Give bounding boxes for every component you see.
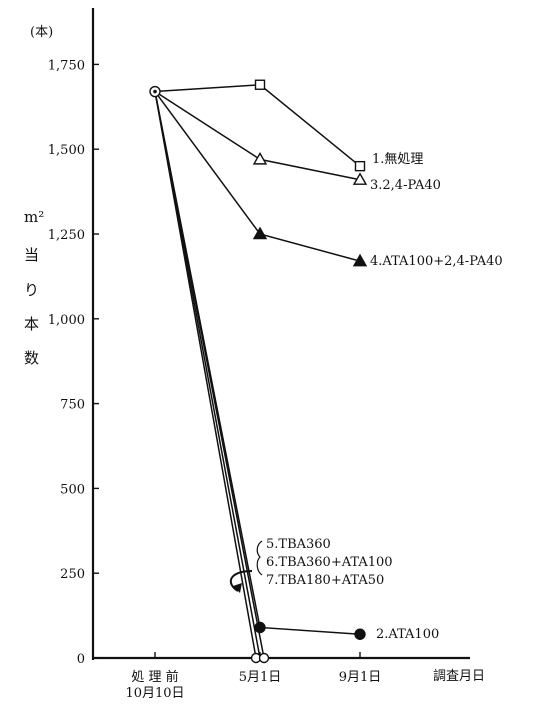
y-axis-label-char: m² bbox=[24, 208, 44, 226]
callout-arrow bbox=[229, 570, 253, 592]
y-axis-label-char: 本 bbox=[24, 315, 39, 333]
series-label-6-tba360-ata100: 6.TBA360+ATA100 bbox=[266, 555, 393, 570]
series-line-3-2-4-pa40 bbox=[154, 90, 361, 181]
data-point-4-ata100-2-4-pa40 bbox=[352, 253, 368, 267]
series-label-3-2-4-pa40: 3.2,4-PA40 bbox=[370, 178, 441, 193]
y-unit-label: (本) bbox=[30, 25, 53, 40]
y-tick-label: 250 bbox=[60, 567, 85, 582]
x-tick-label: 9月1日 bbox=[339, 670, 382, 685]
y-tick-label: 1,750 bbox=[48, 58, 85, 73]
group-bracket bbox=[256, 540, 263, 576]
y-tick-label: 0 bbox=[77, 652, 85, 667]
x-tick-label-line2: 10月10日 bbox=[125, 686, 184, 701]
data-point-1 bbox=[354, 160, 366, 172]
callout-arrowhead bbox=[233, 583, 242, 593]
series-label-1: 1.無処理 bbox=[372, 152, 423, 167]
y-tick-label: 500 bbox=[60, 482, 85, 497]
series-label-5-tba360: 5.TBA360 bbox=[266, 537, 331, 552]
series-lines bbox=[154, 83, 361, 659]
y-axis-label-char: り bbox=[24, 281, 39, 299]
data-point-4-ata100-2-4-pa40 bbox=[252, 226, 268, 240]
series-label-7-tba180-ata50: 7.TBA180+ATA50 bbox=[266, 573, 384, 588]
series-markers bbox=[149, 79, 368, 664]
series-label-4-ata100-2-4-pa40: 4.ATA100+2,4-PA40 bbox=[370, 254, 503, 269]
y-tick-label: 750 bbox=[60, 398, 85, 413]
y-tick-label: 1,000 bbox=[48, 313, 85, 328]
data-point-2-ata100 bbox=[254, 621, 266, 634]
x-axis-title: 調査月日 bbox=[433, 669, 485, 684]
data-point-start-center bbox=[153, 89, 157, 94]
y-tick-label: 1,250 bbox=[48, 228, 85, 243]
series-line-7-tba180-ata50 bbox=[154, 91, 265, 659]
y-axis-label-char: 数 bbox=[24, 349, 39, 367]
x-tick-label: 処 理 前 bbox=[131, 669, 178, 685]
data-point-3-2-4-pa40 bbox=[352, 172, 368, 185]
y-axis-label-char: 当 bbox=[24, 246, 39, 264]
data-point-3-2-4-pa40 bbox=[252, 151, 268, 165]
data-point-2-ata100 bbox=[354, 628, 366, 640]
series-label-2-ata100: 2.ATA100 bbox=[376, 627, 439, 642]
series-line-1 bbox=[154, 83, 361, 167]
x-tick-label: 5月1日 bbox=[239, 670, 282, 685]
series-labels: 1.無処理 3.2,4-PA40 4.ATA100+2,4-PA40 2.ATA100… bbox=[266, 152, 503, 642]
data-point-tba-group bbox=[258, 652, 270, 664]
data-point-1 bbox=[254, 79, 266, 90]
y-ticks: 0 250 500 750 1,000 1,250 1,500 1,750 bbox=[48, 58, 99, 667]
y-tick-label: 1,500 bbox=[48, 143, 85, 158]
